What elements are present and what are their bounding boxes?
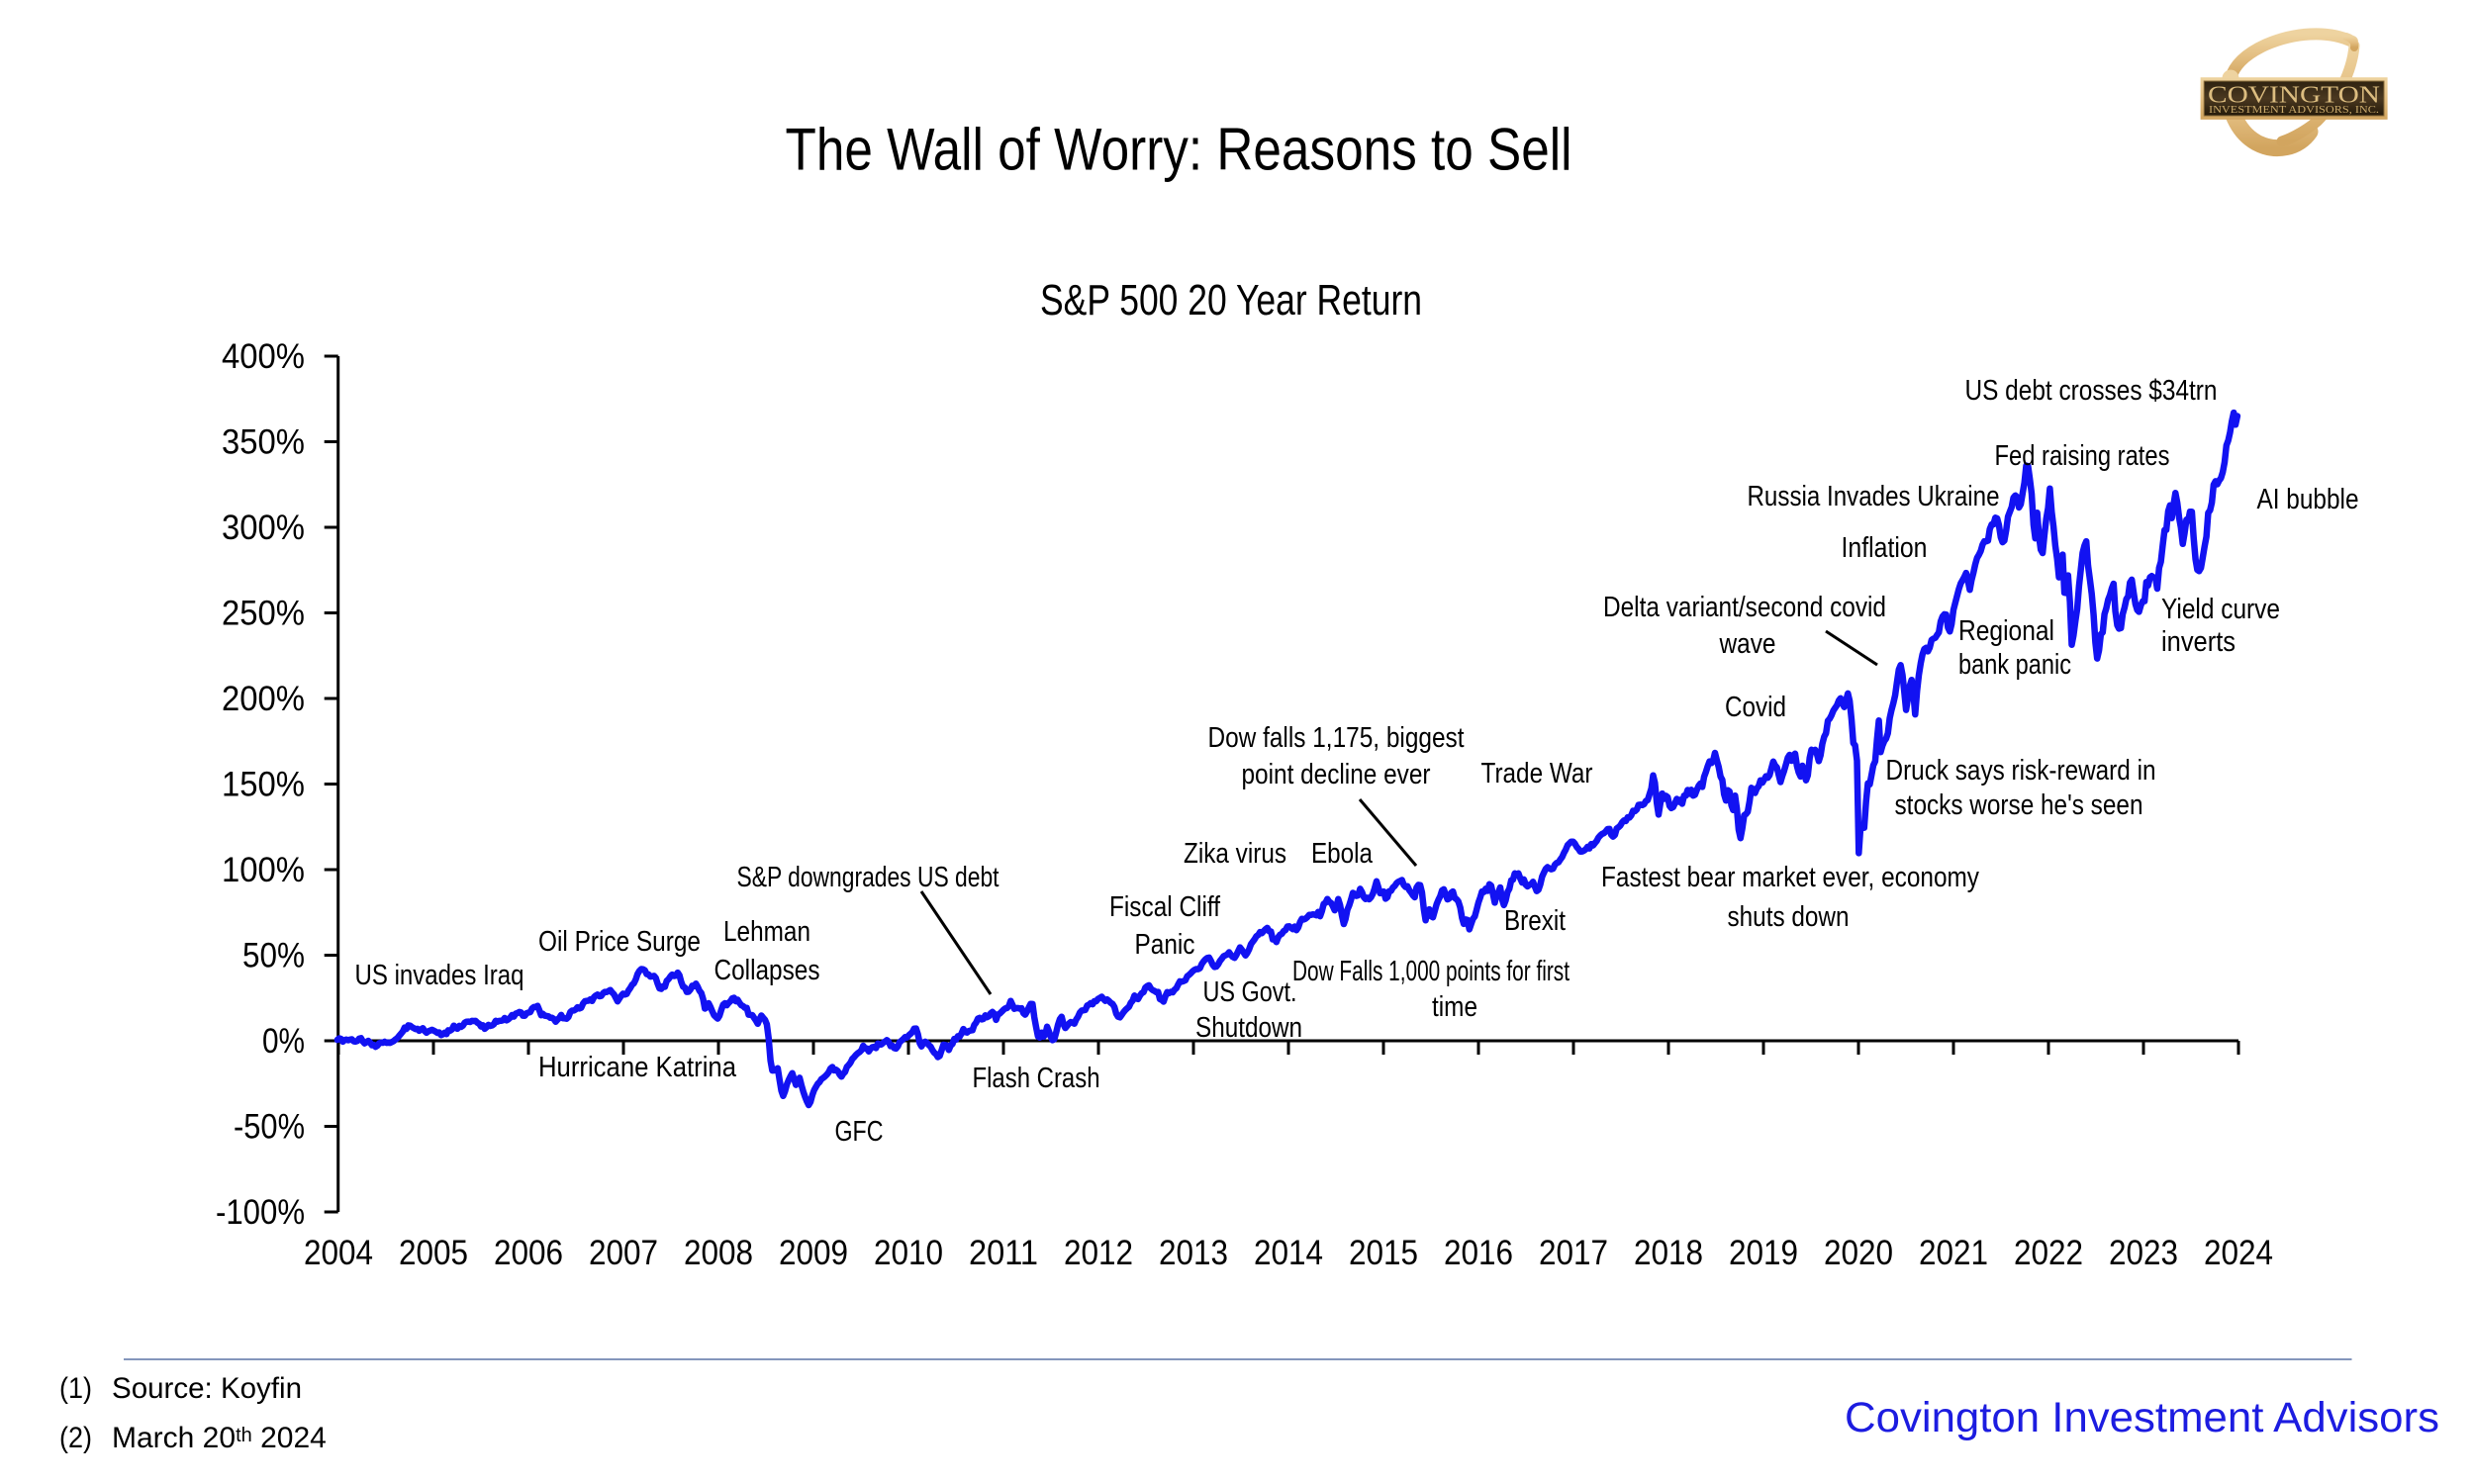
svg-text:2023: 2023 [2109, 1234, 2178, 1272]
svg-text:Hurricane Katrina: Hurricane Katrina [538, 1052, 737, 1083]
svg-text:The Wall of Worry: Reasons to: The Wall of Worry: Reasons to Sell [786, 117, 1572, 183]
svg-text:100%: 100% [222, 851, 305, 889]
svg-text:Covington Investment Advisors: Covington Investment Advisors [1845, 1394, 2439, 1441]
svg-text:Fed raising rates: Fed raising rates [1995, 440, 2170, 472]
svg-text:2019: 2019 [1729, 1234, 1798, 1272]
svg-text:AI bubble: AI bubble [2257, 484, 2359, 515]
svg-text:bank panic: bank panic [1958, 649, 2071, 681]
svg-text:Delta variant/second covid: Delta variant/second covid [1603, 592, 1886, 623]
svg-text:COVINGTON: COVINGTON [2208, 82, 2380, 109]
svg-text:2024: 2024 [2204, 1234, 2273, 1272]
svg-text:0%: 0% [262, 1022, 305, 1061]
svg-text:(2): (2) [59, 1422, 92, 1454]
svg-text:Inflation: Inflation [1842, 532, 1928, 564]
svg-text:2011: 2011 [969, 1234, 1038, 1272]
svg-text:Fastest bear market ever, econ: Fastest bear market ever, economy [1601, 862, 1979, 893]
svg-text:-100%: -100% [216, 1193, 305, 1232]
svg-text:300%: 300% [222, 509, 305, 547]
svg-text:2005: 2005 [399, 1234, 468, 1272]
svg-text:inverts: inverts [2161, 626, 2236, 658]
svg-text:Dow falls 1,175, biggest: Dow falls 1,175, biggest [1208, 722, 1465, 754]
svg-text:2006: 2006 [494, 1234, 563, 1272]
svg-text:shuts down: shuts down [1728, 901, 1850, 933]
svg-text:150%: 150% [222, 766, 305, 804]
svg-text:Collapses: Collapses [714, 955, 820, 986]
svg-text:S&P downgrades US debt: S&P downgrades US debt [737, 862, 999, 893]
svg-text:Fiscal Cliff: Fiscal Cliff [1109, 891, 1221, 923]
svg-text:2009: 2009 [779, 1234, 848, 1272]
svg-text:Zika virus: Zika virus [1184, 838, 1286, 870]
svg-text:200%: 200% [222, 680, 305, 718]
svg-text:Panic: Panic [1135, 929, 1195, 961]
svg-text:-50%: -50% [234, 1108, 305, 1147]
svg-text:Covid: Covid [1725, 692, 1786, 723]
svg-text:2010: 2010 [874, 1234, 943, 1272]
svg-text:S&P 500 20 Year Return: S&P 500 20 Year Return [1040, 277, 1422, 325]
svg-text:2022: 2022 [2014, 1234, 2083, 1272]
svg-text:US Govt.: US Govt. [1203, 976, 1297, 1008]
svg-text:Oil Price Surge: Oil Price Surge [538, 926, 701, 958]
svg-text:2004: 2004 [304, 1234, 373, 1272]
svg-text:US invades Iraq: US invades Iraq [355, 960, 524, 991]
svg-text:Dow Falls 1,000 points for fir: Dow Falls 1,000 points for first [1292, 956, 1570, 987]
svg-text:Ebola: Ebola [1311, 838, 1374, 870]
svg-text:US debt crosses $34trn: US debt crosses $34trn [1965, 375, 2218, 407]
svg-text:time: time [1432, 991, 1477, 1023]
svg-text:2016: 2016 [1444, 1234, 1513, 1272]
svg-text:(1): (1) [59, 1372, 92, 1405]
svg-text:Regional: Regional [1958, 615, 2054, 647]
svg-text:Shutdown: Shutdown [1195, 1012, 1302, 1044]
svg-text:2015: 2015 [1349, 1234, 1418, 1272]
svg-text:2013: 2013 [1159, 1234, 1228, 1272]
svg-text:250%: 250% [222, 595, 305, 633]
svg-text:2021: 2021 [1919, 1234, 1988, 1272]
svg-text:Yield curve: Yield curve [2161, 594, 2280, 625]
svg-text:2018: 2018 [1634, 1234, 1703, 1272]
svg-text:INVESTMENT ADVISORS, INC.: INVESTMENT ADVISORS, INC. [2209, 105, 2379, 116]
svg-text:50%: 50% [242, 937, 305, 975]
svg-text:point decline ever: point decline ever [1242, 759, 1431, 790]
svg-text:Lehman: Lehman [723, 916, 810, 948]
svg-text:2007: 2007 [589, 1234, 658, 1272]
svg-text:350%: 350% [222, 423, 305, 462]
svg-text:Flash Crash: Flash Crash [973, 1063, 1100, 1094]
svg-text:2012: 2012 [1064, 1234, 1133, 1272]
svg-text:Russia Invades Ukraine: Russia Invades Ukraine [1748, 481, 2000, 512]
svg-text:GFC: GFC [835, 1116, 884, 1148]
svg-text:Source: Koyfin: Source: Koyfin [112, 1372, 302, 1405]
svg-text:400%: 400% [222, 337, 305, 376]
svg-text:2008: 2008 [684, 1234, 753, 1272]
svg-text:Druck says risk-reward in: Druck says risk-reward in [1886, 755, 2156, 787]
svg-text:Trade War: Trade War [1481, 758, 1593, 789]
svg-text:2017: 2017 [1539, 1234, 1608, 1272]
svg-text:Brexit: Brexit [1504, 905, 1566, 937]
svg-text:stocks worse he's seen: stocks worse he's seen [1895, 789, 2143, 821]
svg-text:2014: 2014 [1254, 1234, 1323, 1272]
svg-text:March 20th 2024: March 20th 2024 [112, 1422, 327, 1454]
svg-text:wave: wave [1719, 628, 1776, 660]
svg-text:2020: 2020 [1824, 1234, 1893, 1272]
